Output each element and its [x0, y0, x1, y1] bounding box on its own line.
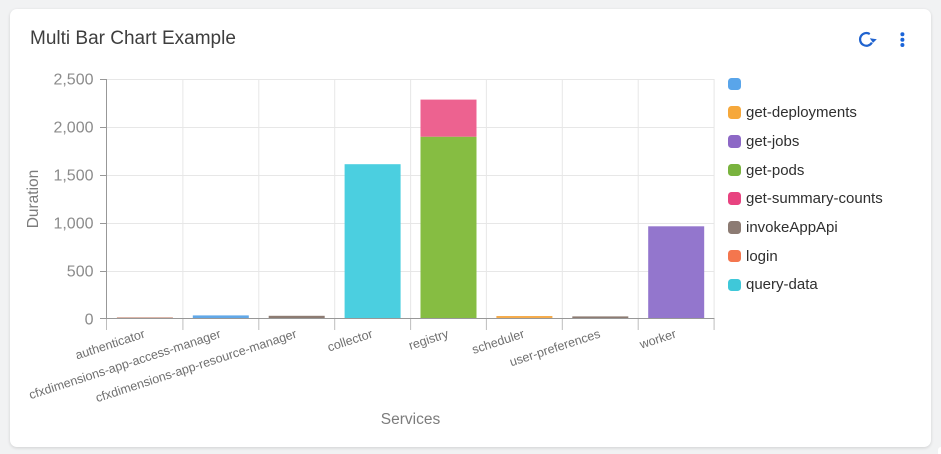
svg-text:1,500: 1,500	[53, 168, 93, 185]
svg-text:0: 0	[85, 312, 94, 329]
svg-text:2,500: 2,500	[53, 72, 93, 89]
svg-text:Duration: Duration	[25, 170, 42, 229]
svg-text:registry: registry	[407, 327, 451, 353]
svg-text:Services: Services	[381, 411, 441, 428]
svg-text:1,000: 1,000	[53, 216, 93, 233]
svg-text:collector: collector	[326, 327, 375, 355]
svg-text:worker: worker	[637, 327, 678, 352]
svg-text:500: 500	[67, 264, 94, 281]
svg-text:2,000: 2,000	[53, 120, 93, 137]
